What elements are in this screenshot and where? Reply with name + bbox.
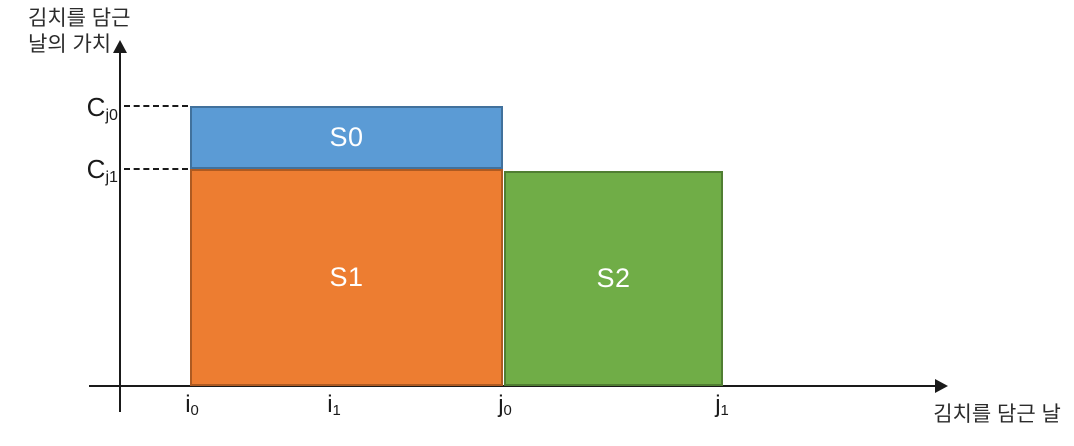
x-tick-i1-base: i [327,391,333,418]
y-tick-cj0-sub: j0 [105,105,118,124]
dashed-guide-cj0 [124,105,188,107]
y-axis-line [119,50,121,412]
x-tick-j0-sub: 0 [503,403,512,420]
region-s0-label: S0 [329,122,364,152]
y-tick-cj0: Cj0 [68,92,118,123]
x-tick-i0-sub: 0 [190,403,199,420]
x-axis-title: 김치를 담근 날 [933,403,1061,426]
x-tick-j1: j1 [715,391,729,420]
region-s2-label: S2 [596,263,631,293]
x-axis-line [89,385,937,387]
x-tick-j0: j0 [498,391,512,420]
x-tick-i1: i1 [327,391,341,420]
y-tick-cj0-base: C [86,92,106,122]
x-tick-i0: i0 [185,391,199,420]
x-tick-i0-base: i [185,391,191,418]
x-axis-arrow-icon [935,379,948,393]
y-axis-arrow-icon [113,40,127,53]
y-tick-cj1-base: C [86,154,106,184]
region-s0: S0 [190,106,503,169]
region-s2: S2 [504,171,723,386]
region-s1-label: S1 [329,262,364,292]
y-tick-cj1: Cj1 [68,154,118,185]
region-s1: S1 [190,169,503,386]
x-tick-j0-base: j [498,391,504,418]
y-axis-title: 김치를 담근 날의 가치 [28,7,131,56]
x-tick-i1-sub: 1 [332,403,341,420]
x-tick-j1-sub: 1 [720,403,729,420]
y-tick-cj1-sub: j1 [105,167,118,186]
dashed-guide-cj1 [124,168,188,170]
x-tick-j1-base: j [715,391,721,418]
